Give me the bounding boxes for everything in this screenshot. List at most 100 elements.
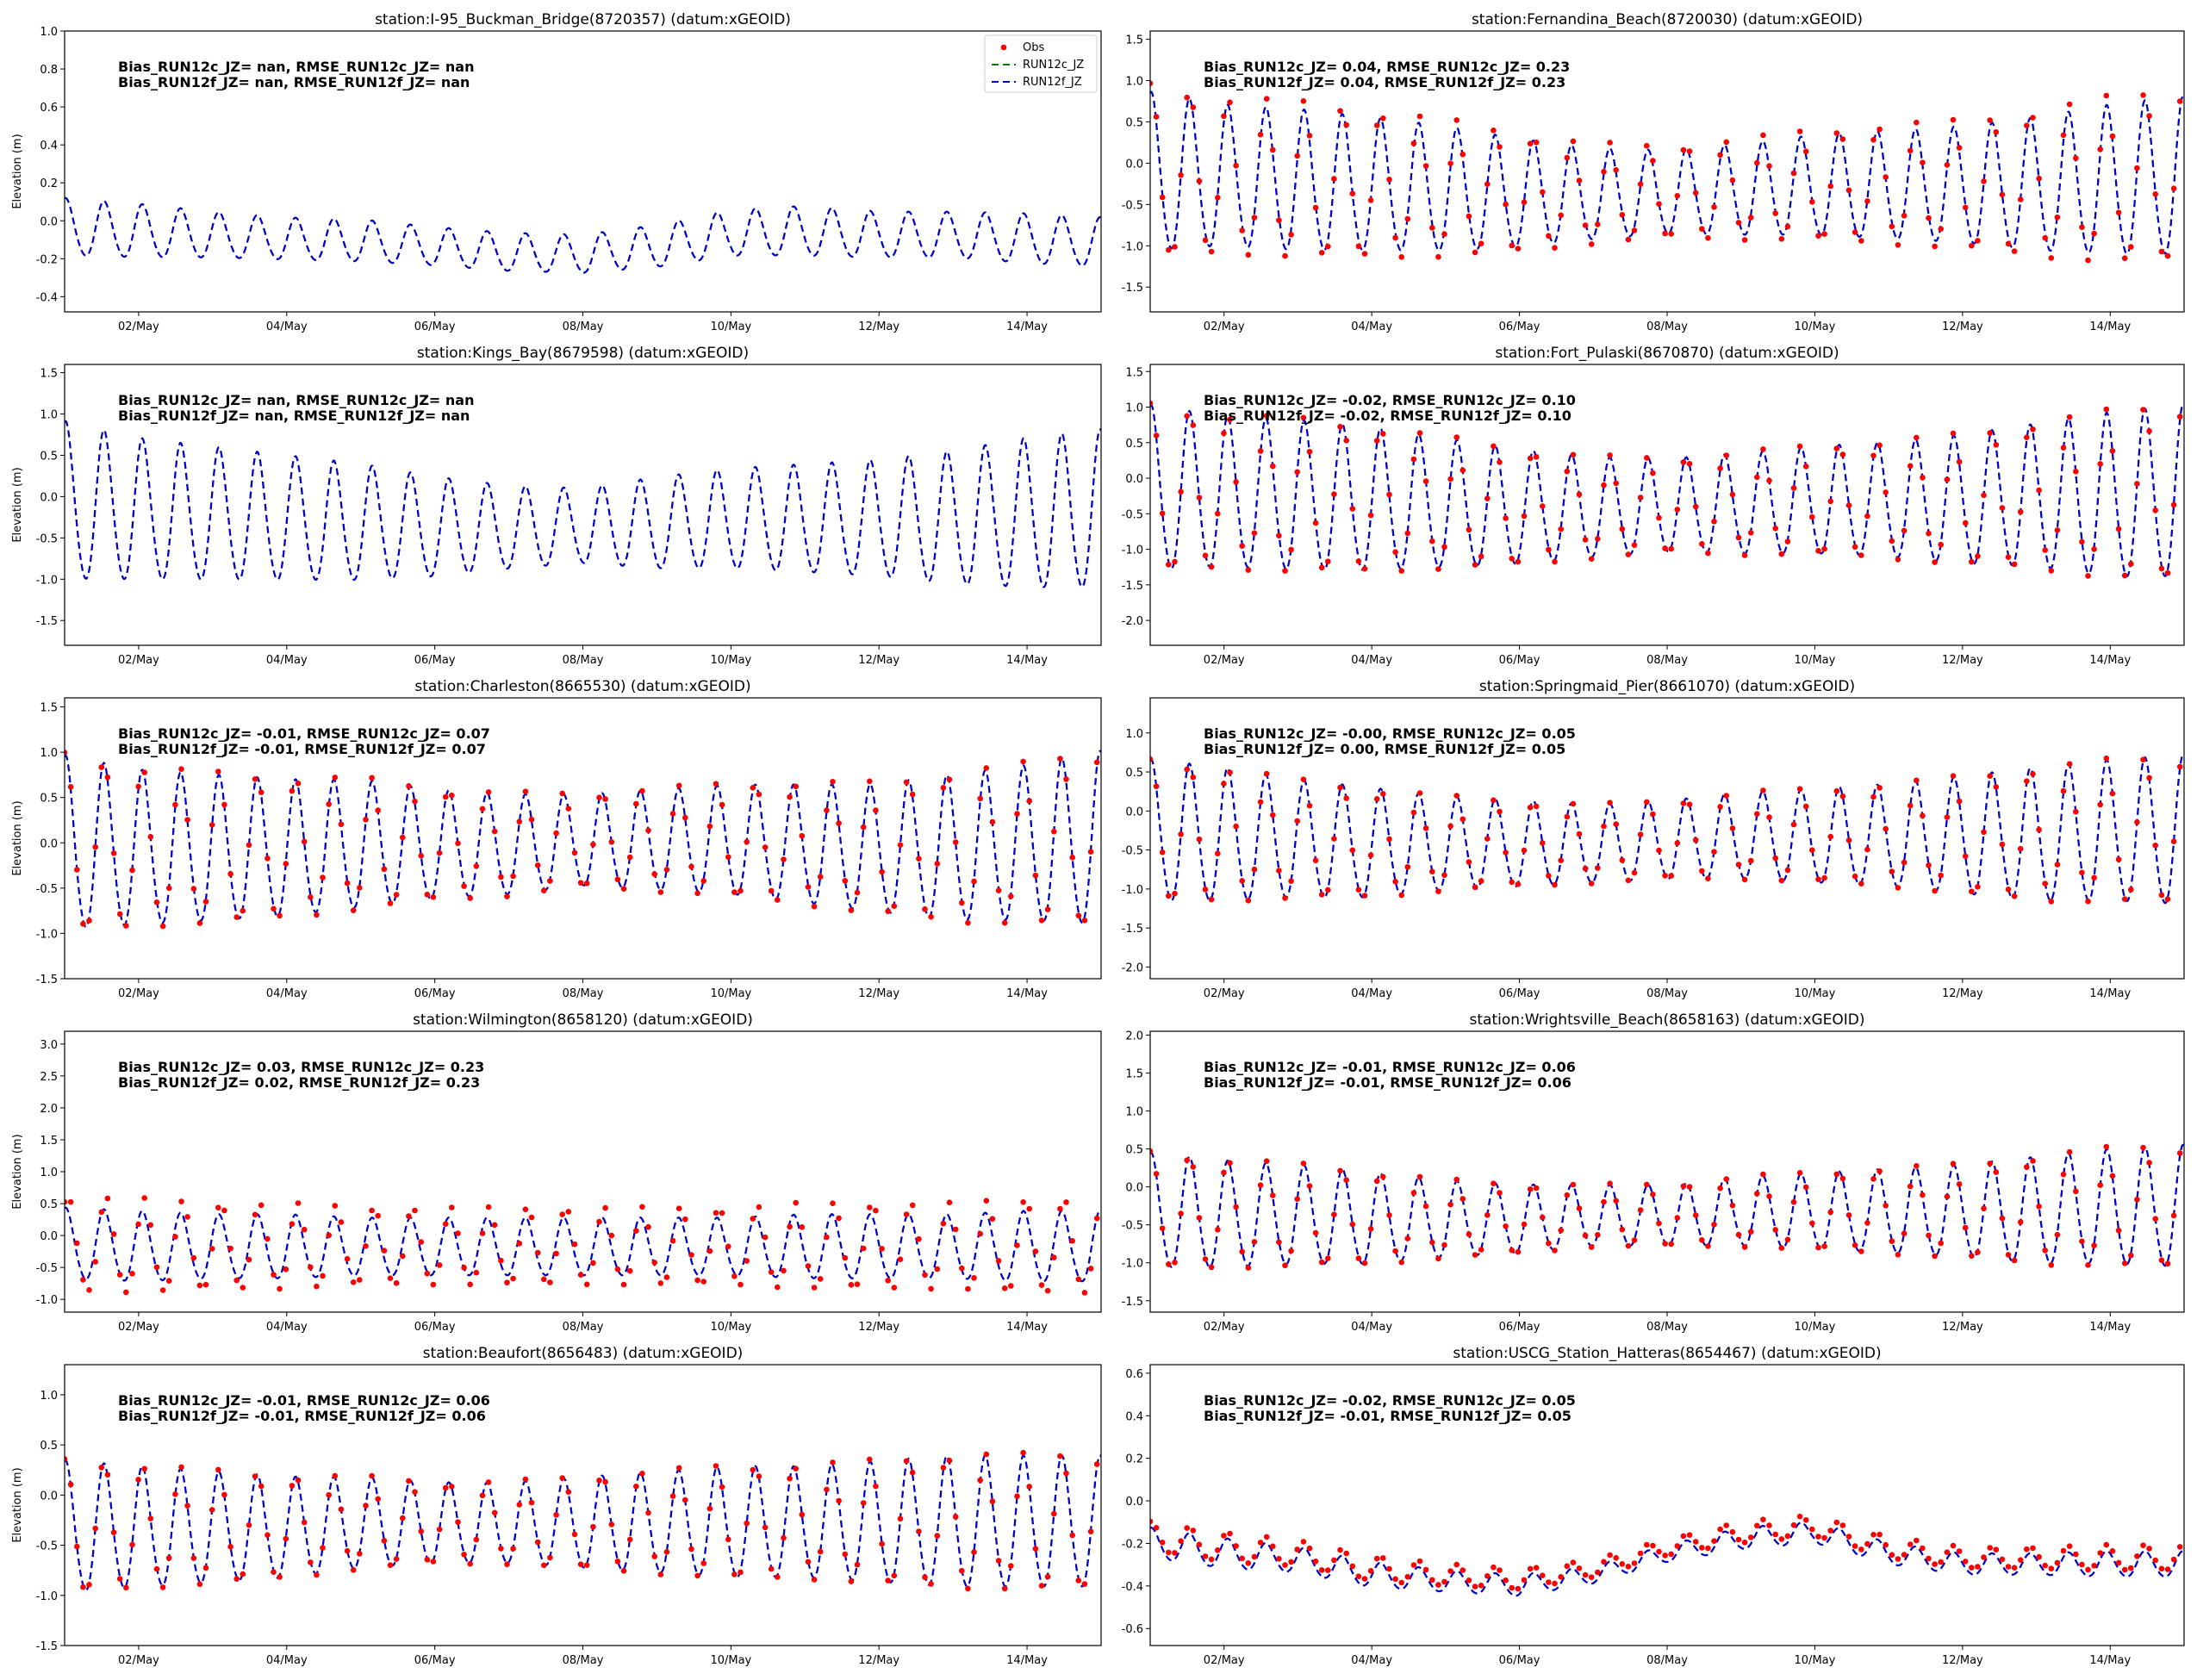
obs-point — [1263, 1158, 1270, 1164]
obs-point — [1876, 1531, 1883, 1538]
y-tick-label: 1.5 — [40, 702, 58, 715]
obs-point — [2024, 1546, 2030, 1552]
obs-point — [1150, 1148, 1154, 1154]
legend-label: RUN12f_JZ — [1023, 76, 1082, 89]
y-tick-label: -2.0 — [1122, 961, 1143, 974]
obs-point — [1619, 212, 1626, 218]
obs-point — [1956, 798, 1963, 805]
obs-point — [1723, 452, 1729, 458]
x-tick-label: 06/May — [414, 1654, 456, 1667]
x-tick-label: 10/May — [1795, 654, 1836, 667]
series-obs — [65, 1449, 1100, 1592]
obs-point — [1245, 252, 1252, 258]
x-tick-label: 14/May — [2089, 987, 2131, 1000]
obs-point — [1484, 1573, 1491, 1579]
obs-point — [1166, 562, 1172, 568]
obs-point — [265, 1235, 271, 1242]
obs-point — [1735, 220, 1742, 226]
obs-point — [350, 1567, 357, 1573]
obs-point — [553, 830, 559, 837]
obs-point — [940, 1220, 947, 1227]
obs-point — [1509, 556, 1515, 562]
y-tick-label: -1.5 — [1122, 923, 1143, 936]
stats-text: Bias_RUN12f_JZ= nan, RMSE_RUN12f_JZ= nan — [118, 408, 470, 424]
obs-point — [1576, 1565, 1583, 1571]
x-tick-label: 08/May — [563, 320, 604, 333]
obs-point — [787, 1223, 793, 1230]
obs-point — [1558, 1227, 1564, 1234]
obs-point — [867, 778, 873, 785]
obs-point — [1778, 1536, 1785, 1542]
obs-point — [1484, 495, 1491, 501]
obs-point — [2134, 165, 2140, 171]
y-tick-label: -0.6 — [1122, 1623, 1143, 1636]
obs-point — [172, 1491, 178, 1497]
obs-point — [1650, 811, 1656, 818]
obs-point — [2030, 1545, 2036, 1552]
obs-point — [1527, 455, 1534, 462]
obs-point — [1441, 231, 1447, 238]
obs-point — [1166, 893, 1172, 899]
obs-point — [1087, 1266, 1094, 1272]
subplot-8: station:Wrightsville_Beach(8658163) (dat… — [1122, 1011, 2185, 1334]
obs-point — [2164, 569, 2171, 576]
obs-point — [406, 783, 412, 789]
obs-point — [1876, 442, 1883, 449]
obs-point — [1754, 1191, 1760, 1197]
x-tick-label: 14/May — [2089, 654, 2131, 667]
obs-point — [1588, 1574, 1595, 1580]
stats-text: Bias_RUN12c_JZ= -0.01, RMSE_RUN12c_JZ= 0… — [118, 1392, 490, 1409]
y-tick-label: -1.5 — [1122, 282, 1143, 295]
obs-point — [614, 876, 621, 882]
obs-point — [1227, 1530, 1233, 1537]
obs-point — [1827, 833, 1833, 840]
obs-point — [1503, 515, 1509, 521]
obs-point — [215, 1466, 221, 1473]
y-tick-label: -0.4 — [1122, 1581, 1143, 1594]
obs-point — [1613, 1198, 1619, 1204]
obs-point — [1325, 243, 1331, 250]
obs-point — [467, 1281, 473, 1288]
obs-point — [805, 1263, 812, 1269]
obs-point — [1288, 1248, 1294, 1254]
obs-point — [2146, 428, 2152, 434]
obs-point — [2066, 761, 2073, 767]
obs-point — [2164, 896, 2171, 902]
obs-point — [449, 792, 455, 799]
obs-point — [959, 1567, 965, 1574]
obs-point — [400, 834, 406, 841]
obs-point — [1166, 1549, 1172, 1556]
obs-point — [534, 862, 541, 868]
obs-point — [541, 1562, 547, 1569]
obs-point — [1435, 888, 1441, 894]
y-tick-label: -1.5 — [1122, 1296, 1143, 1309]
stats-text: Bias_RUN12c_JZ= -0.00, RMSE_RUN12c_JZ= 0… — [1204, 725, 1576, 742]
series-obs — [1150, 1143, 2183, 1271]
obs-point — [178, 1198, 184, 1204]
obs-point — [1263, 96, 1270, 102]
obs-point — [2066, 414, 2073, 420]
obs-point — [1944, 1549, 1951, 1555]
subplot-6: station:Springmaid_Pier(8661070) (datum:… — [1122, 678, 2185, 1000]
obs-point — [1637, 831, 1644, 837]
obs-point — [756, 1473, 762, 1479]
obs-point — [694, 890, 700, 897]
obs-point — [2134, 481, 2140, 487]
obs-point — [1692, 503, 1699, 510]
obs-point — [1343, 1177, 1349, 1183]
axes-frame — [64, 1364, 1102, 1646]
obs-point — [159, 923, 166, 930]
obs-point — [891, 1285, 898, 1291]
obs-point — [1784, 1533, 1791, 1540]
obs-point — [1026, 1205, 1032, 1212]
obs-point — [1497, 144, 1503, 150]
obs-point — [1435, 1582, 1441, 1588]
y-tick-label: 1.0 — [1125, 76, 1143, 89]
obs-point — [98, 1209, 105, 1216]
obs-point — [817, 1548, 824, 1555]
obs-point — [1852, 544, 1858, 551]
obs-point — [1491, 1564, 1497, 1571]
obs-point — [449, 1204, 455, 1210]
obs-point — [400, 1253, 406, 1260]
obs-point — [1416, 1173, 1423, 1180]
